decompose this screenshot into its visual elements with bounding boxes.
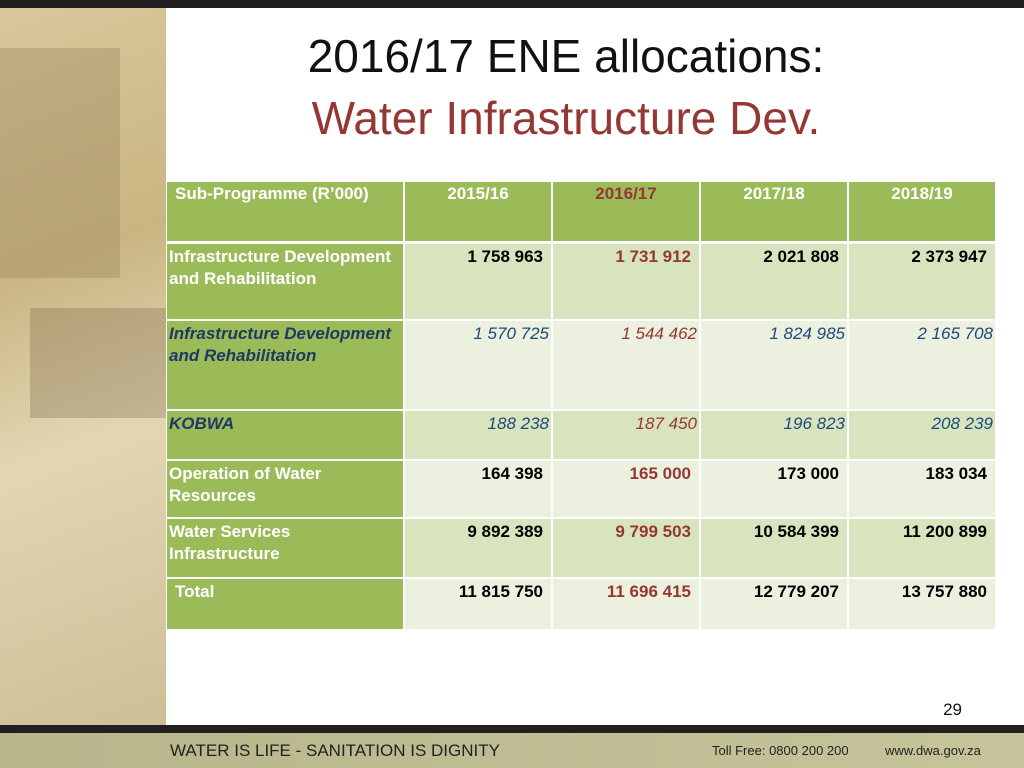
value-cell: 9 892 389 bbox=[404, 518, 552, 578]
value-cell: 183 034 bbox=[848, 460, 996, 518]
value-cell: 196 823 bbox=[700, 410, 848, 460]
value-cell: 164 398 bbox=[404, 460, 552, 518]
footer-toll-free: Toll Free: 0800 200 200 bbox=[712, 743, 849, 758]
value-cell: 1 731 912 bbox=[552, 243, 700, 320]
row-label: Operation of Water Resources bbox=[166, 460, 404, 518]
footer: WATER IS LIFE - SANITATION IS DIGNITY To… bbox=[0, 733, 1024, 768]
page-number: 29 bbox=[943, 700, 962, 719]
value-cell: 1 758 963 bbox=[404, 243, 552, 320]
value-cell: 188 238 bbox=[404, 410, 552, 460]
header-cell: 2016/17 bbox=[552, 181, 700, 242]
value-cell: 187 450 bbox=[552, 410, 700, 460]
value-cell: 11 200 899 bbox=[848, 518, 996, 578]
side-image bbox=[0, 8, 166, 725]
top-bar bbox=[0, 0, 1024, 8]
row-label: Infrastructure Development and Rehabilit… bbox=[166, 320, 404, 410]
value-cell: 12 779 207 bbox=[700, 578, 848, 630]
value-cell: 208 239 bbox=[848, 410, 996, 460]
value-cell: 165 000 bbox=[552, 460, 700, 518]
value-cell: 10 584 399 bbox=[700, 518, 848, 578]
value-cell: 9 799 503 bbox=[552, 518, 700, 578]
value-cell: 173 000 bbox=[700, 460, 848, 518]
value-cell: 11 696 415 bbox=[552, 578, 700, 630]
value-cell: 2 165 708 bbox=[848, 320, 996, 410]
header-cell: 2018/19 bbox=[848, 181, 996, 242]
row-label: KOBWA bbox=[166, 410, 404, 460]
title-line: 2016/17 ENE allocations: bbox=[307, 30, 825, 82]
side-shape bbox=[0, 48, 120, 278]
value-cell: 1 544 462 bbox=[552, 320, 700, 410]
header-cell: 2017/18 bbox=[700, 181, 848, 242]
row-label: Infrastructure Development and Rehabilit… bbox=[166, 243, 404, 320]
value-cell: 11 815 750 bbox=[404, 578, 552, 630]
footer-slogan: WATER IS LIFE - SANITATION IS DIGNITY bbox=[170, 741, 500, 760]
row-label: Water Services Infrastructure bbox=[166, 518, 404, 578]
row-label: Total bbox=[166, 578, 404, 630]
title-subline: Water Infrastructure Dev. bbox=[311, 92, 821, 144]
header-cell: 2015/16 bbox=[404, 181, 552, 242]
side-shape bbox=[30, 308, 166, 418]
value-cell: 1 824 985 bbox=[700, 320, 848, 410]
footer-website: www.dwa.gov.za bbox=[885, 743, 981, 758]
footer-bar bbox=[0, 725, 1024, 733]
header-cell: Sub-Programme (R’000) bbox=[166, 181, 404, 242]
value-cell: 13 757 880 bbox=[848, 578, 996, 630]
value-cell: 2 373 947 bbox=[848, 243, 996, 320]
value-cell: 2 021 808 bbox=[700, 243, 848, 320]
value-cell: 1 570 725 bbox=[404, 320, 552, 410]
